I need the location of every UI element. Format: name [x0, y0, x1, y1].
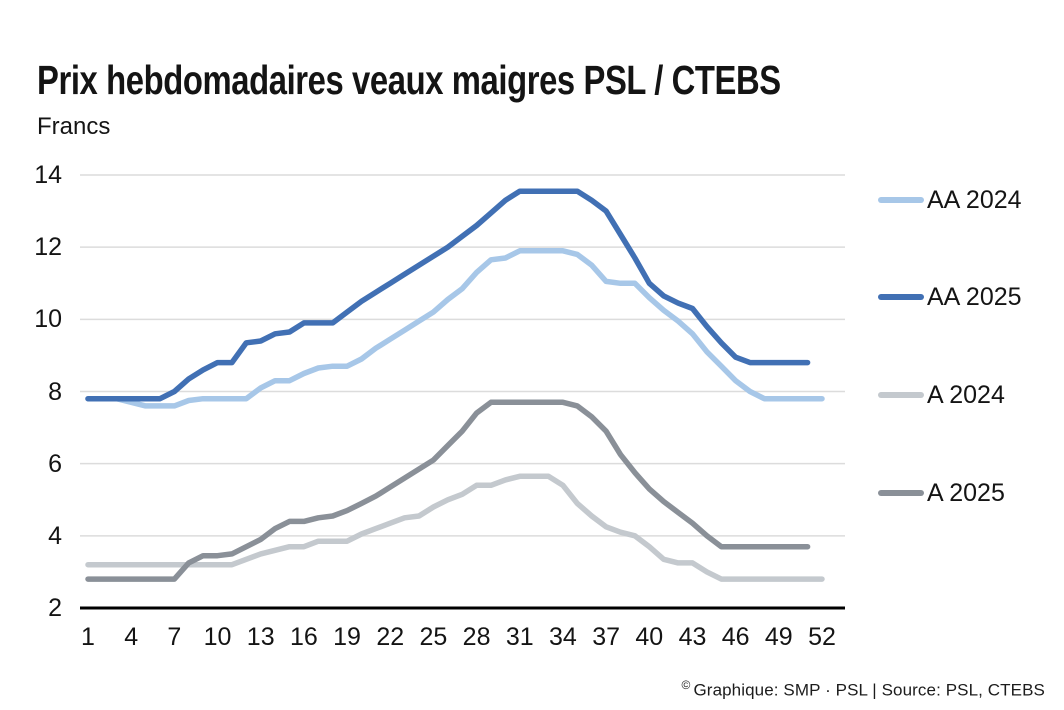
legend-item-a-2024: A 2024	[878, 379, 1005, 411]
x-tick-label-25: 25	[419, 623, 448, 651]
series-line-aa-2025	[85, 188, 811, 402]
x-tick-label-40: 40	[635, 623, 664, 651]
x-tick-label-19: 19	[333, 623, 361, 651]
x-tick-label-31: 31	[505, 623, 534, 651]
legend-label: AA 2025	[927, 282, 1022, 311]
y-tick-label-10: 10	[34, 305, 62, 334]
x-tick-label-10: 10	[203, 623, 232, 651]
legend-item-aa-2025: AA 2025	[878, 281, 1022, 313]
x-tick-label-1: 1	[81, 623, 95, 651]
copyright-icon: ©	[681, 678, 691, 692]
source-credit-text: Graphique: SMP · PSL | Source: PSL, CTEB…	[693, 680, 1045, 700]
y-tick-label-8: 8	[48, 377, 62, 406]
x-tick-label-43: 43	[678, 623, 707, 651]
x-tick-label-37: 37	[592, 623, 621, 651]
x-tick-label-46: 46	[721, 623, 750, 651]
page-title: Prix hebdomadaires veaux maigres PSL / C…	[37, 57, 781, 104]
x-tick-label-4: 4	[124, 623, 139, 651]
legend-label: A 2024	[927, 380, 1005, 409]
legend-swatch-icon	[878, 490, 924, 496]
x-tick-label-52: 52	[808, 623, 836, 651]
legend-label: A 2025	[927, 478, 1005, 507]
series-line-a-2024	[85, 473, 825, 582]
x-tick-label-22: 22	[376, 623, 405, 651]
legend-swatch-icon	[878, 294, 924, 300]
y-tick-label-2: 2	[48, 594, 62, 622]
legend-item-a-2025: A 2025	[878, 477, 1005, 509]
legend-label: AA 2024	[927, 185, 1022, 214]
x-tick-label-28: 28	[462, 623, 491, 651]
y-tick-label-14: 14	[34, 161, 62, 189]
x-tick-label-7: 7	[167, 623, 182, 651]
legend-swatch-icon	[878, 197, 924, 203]
legend-swatch-icon	[878, 392, 924, 398]
y-tick-label-6: 6	[48, 449, 62, 478]
y-tick-label-4: 4	[48, 521, 62, 550]
x-tick-label-13: 13	[246, 623, 275, 651]
x-tick-label-16: 16	[289, 623, 318, 651]
x-tick-label-34: 34	[549, 623, 577, 651]
x-tick-label-49: 49	[764, 623, 793, 651]
series-line-aa-2024	[85, 248, 825, 409]
y-tick-label-12: 12	[34, 233, 62, 262]
series-line-a-2025	[85, 399, 811, 582]
y-axis-title: Francs	[37, 113, 111, 140]
legend-item-aa-2024: AA 2024	[878, 184, 1022, 216]
source-credit: © Graphique: SMP · PSL | Source: PSL, CTE…	[682, 678, 1045, 701]
